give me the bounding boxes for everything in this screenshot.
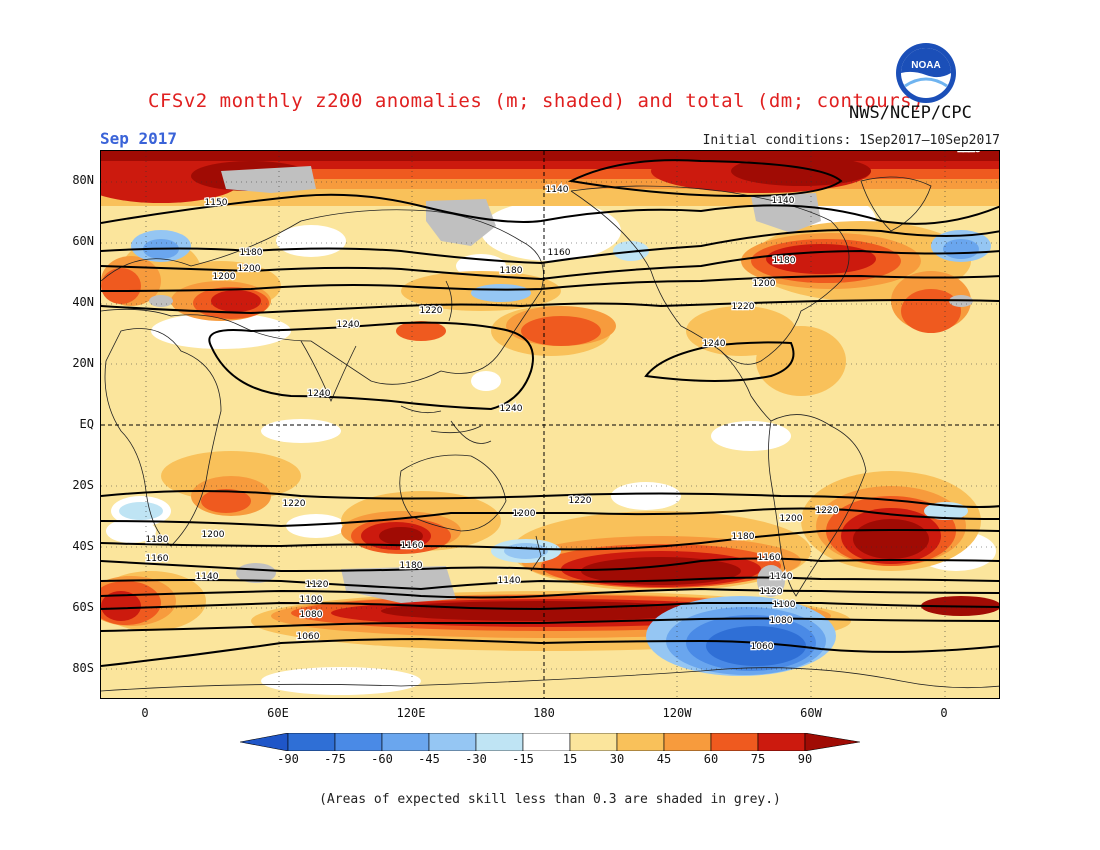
contour-label: 1200 bbox=[780, 514, 803, 524]
contour-label: 1180 bbox=[732, 532, 755, 542]
contour-label: 1140 bbox=[770, 572, 793, 582]
colorbar-tick: -60 bbox=[371, 752, 393, 766]
colorbar-tick: 15 bbox=[562, 752, 578, 766]
contour-label: 1160 bbox=[146, 554, 169, 564]
colorbar-tick: -15 bbox=[512, 752, 534, 766]
contour-label: 1200 bbox=[213, 272, 236, 282]
contour-label: 1180 bbox=[773, 256, 796, 266]
colorbar-tick: 75 bbox=[750, 752, 766, 766]
contour-labels: 1240124012401240122012201220120012001200… bbox=[144, 151, 982, 653]
lon-label-0-east: 0 bbox=[940, 706, 948, 720]
colorbar-tick: -45 bbox=[418, 752, 440, 766]
lon-label-60w: 60W bbox=[800, 706, 822, 720]
contour-label: 1150 bbox=[205, 198, 228, 208]
contour-label: 1180 bbox=[400, 561, 423, 571]
map-canvas: 1240124012401240122012201220120012001200… bbox=[101, 151, 999, 698]
colorbar-tick: -75 bbox=[324, 752, 346, 766]
colorbar-tick: 60 bbox=[703, 752, 719, 766]
lat-label-40s: 40S bbox=[72, 539, 94, 553]
color-scale bbox=[240, 733, 860, 751]
contour-label: 1200 bbox=[753, 279, 776, 289]
colorbar-tick: 30 bbox=[609, 752, 625, 766]
noaa-logo-text: NOAA bbox=[911, 60, 940, 71]
anomaly-map: 1240124012401240122012201220120012001200… bbox=[100, 150, 1000, 699]
lat-label-eq: EQ bbox=[79, 417, 94, 431]
lat-label-40n: 40N bbox=[72, 295, 94, 309]
contour-label: 1120 bbox=[760, 587, 783, 597]
contour-label: 1220 bbox=[569, 496, 592, 506]
agency-label: NWS/NCEP/CPC bbox=[849, 103, 972, 123]
contour-label: 1160 bbox=[758, 553, 781, 563]
lat-label-60s: 60S bbox=[72, 600, 94, 614]
contour-label: 1140 bbox=[196, 572, 219, 582]
noaa-logo: NOAA bbox=[896, 43, 956, 103]
map-title: CFSv2 monthly z200 anomalies (m; shaded)… bbox=[148, 90, 925, 112]
contour-label: 1180 bbox=[500, 266, 523, 276]
lat-label-20n: 20N bbox=[72, 356, 94, 370]
contour-label: 1200 bbox=[238, 264, 261, 274]
contour-label: 1200 bbox=[513, 509, 536, 519]
lon-label-120e: 120E bbox=[396, 706, 426, 720]
lat-label-80n: 80N bbox=[72, 173, 94, 187]
lon-label-60e: 60E bbox=[267, 706, 289, 720]
skill-footnote: (Areas of expected skill less than 0.3 a… bbox=[319, 792, 781, 807]
lat-label-80s: 80S bbox=[72, 661, 94, 675]
initial-conditions: Initial conditions: 1Sep2017–10Sep2017 bbox=[702, 133, 1000, 148]
contour-label: 1140 bbox=[772, 196, 795, 206]
colorbar-tick: 90 bbox=[797, 752, 813, 766]
contour-label: 1160 bbox=[401, 541, 424, 551]
contour-label: 1080 bbox=[300, 610, 323, 620]
height-contours bbox=[101, 159, 999, 667]
contour-label: 1100 bbox=[773, 600, 796, 610]
contour-label: 1220 bbox=[420, 306, 443, 316]
lon-label-180: 180 bbox=[533, 706, 555, 720]
contour-label: 1180 bbox=[240, 248, 263, 258]
contour-label: 1160 bbox=[548, 248, 571, 258]
contour-label: 1120 bbox=[306, 580, 329, 590]
contour-label: 1220 bbox=[283, 499, 306, 509]
contour-label: 1240 bbox=[500, 404, 523, 414]
contour-label: 1180 bbox=[146, 535, 169, 545]
lat-label-60n: 60N bbox=[72, 234, 94, 248]
contour-label: 1220 bbox=[958, 151, 981, 154]
contour-label: 1140 bbox=[498, 576, 521, 586]
contour-label: 1220 bbox=[732, 302, 755, 312]
contour-label: 1060 bbox=[297, 632, 320, 642]
coastlines bbox=[101, 176, 999, 692]
contour-label: 1060 bbox=[751, 642, 774, 652]
contour-label: 1240 bbox=[703, 339, 726, 349]
forecast-month: Sep 2017 bbox=[100, 129, 178, 148]
contour-label: 1080 bbox=[770, 616, 793, 626]
lon-label-0: 0 bbox=[141, 706, 149, 720]
colorbar-tick: 45 bbox=[656, 752, 672, 766]
contour-label: 1100 bbox=[300, 595, 323, 605]
contour-label: 1140 bbox=[546, 185, 569, 195]
colorbar-tick: -90 bbox=[277, 752, 299, 766]
contour-label: 1200 bbox=[202, 530, 225, 540]
contour-label: 1240 bbox=[337, 320, 360, 330]
colorbar-tick: -30 bbox=[465, 752, 487, 766]
lon-label-120w: 120W bbox=[662, 706, 692, 720]
lat-label-20s: 20S bbox=[72, 478, 94, 492]
contour-label: 1220 bbox=[816, 506, 839, 516]
contour-label: 1240 bbox=[308, 389, 331, 399]
